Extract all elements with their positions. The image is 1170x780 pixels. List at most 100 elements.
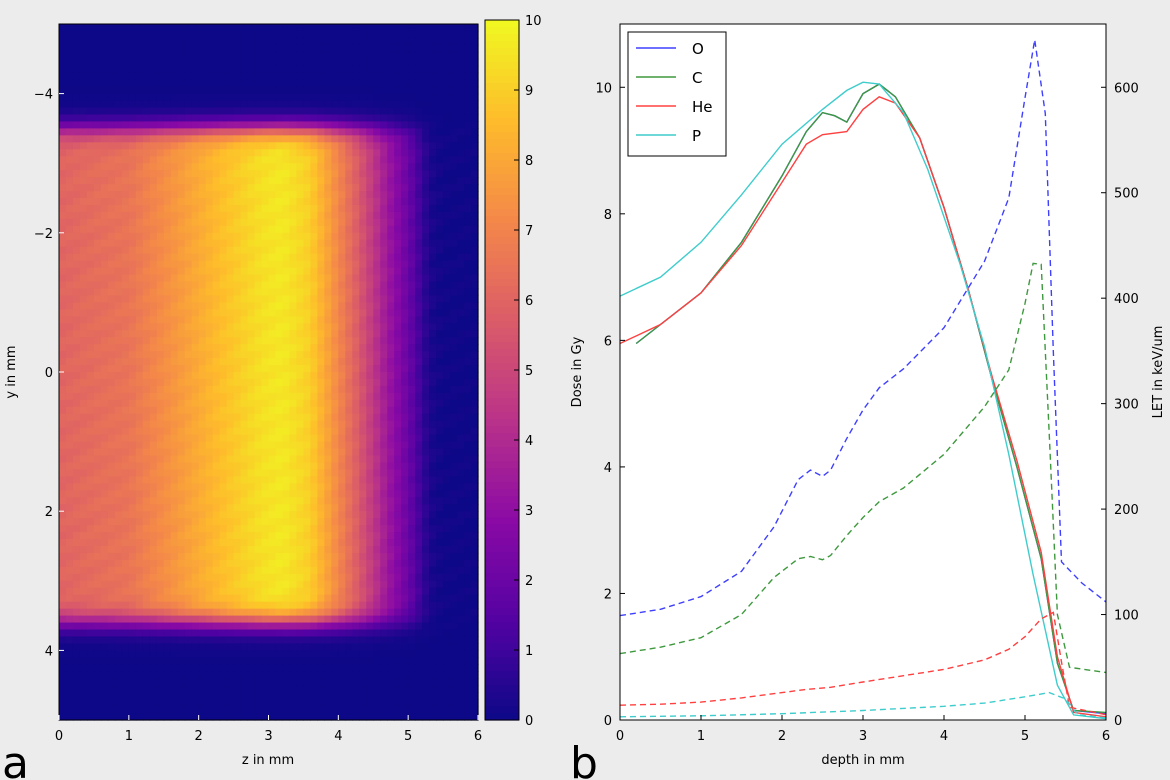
heatmap-cell — [352, 121, 360, 129]
heatmap-cell — [233, 511, 242, 519]
heatmap-cell — [359, 420, 367, 429]
heatmap-cell — [443, 239, 451, 248]
heatmap-cell — [163, 37, 172, 46]
heatmap-cell — [464, 372, 472, 380]
heatmap-cell — [149, 323, 158, 331]
heatmap-cell — [457, 441, 465, 450]
heatmap-cell — [289, 37, 298, 46]
heatmap-cell — [408, 204, 416, 213]
heatmap-cell — [408, 142, 416, 150]
heatmap-cell — [457, 121, 465, 129]
heatmap-cell — [184, 121, 193, 129]
heatmap-cell — [401, 483, 409, 491]
heatmap-cell — [212, 504, 221, 512]
heatmap-cell — [184, 358, 193, 366]
heatmap-cell — [457, 330, 465, 338]
heatmap-cell — [324, 218, 332, 227]
heatmap-cell — [415, 86, 423, 95]
heatmap-cell — [72, 413, 81, 422]
heatmap-cell — [254, 253, 263, 262]
heatmap-cell — [394, 344, 402, 352]
heatmap-cell — [387, 184, 395, 192]
heatmap-cell — [149, 156, 158, 164]
heatmap-cell — [59, 100, 67, 109]
heatmap-cell — [289, 260, 298, 269]
heatmap-cell — [128, 260, 137, 269]
heatmap-cell — [387, 204, 395, 213]
heatmap-cell — [79, 253, 88, 262]
heatmap-cell — [191, 232, 200, 241]
heatmap-cell — [366, 372, 374, 380]
heatmap-cell — [142, 476, 151, 484]
heatmap-cell — [373, 100, 381, 109]
heatmap-cell — [226, 337, 235, 345]
heatmap-cell — [219, 281, 228, 290]
heatmap-cell — [366, 594, 374, 603]
heatmap-cell — [366, 44, 374, 53]
heatmap-cell — [415, 246, 423, 255]
heatmap-cell — [247, 392, 256, 401]
heatmap-cell — [331, 149, 339, 157]
heatmap-cell — [149, 587, 158, 596]
heatmap-cell — [359, 107, 367, 116]
heatmap-cell — [156, 184, 165, 192]
heatmap-cell — [429, 434, 437, 443]
heatmap-cell — [282, 420, 291, 429]
heatmap-cell — [331, 420, 339, 429]
heatmap-cell — [121, 351, 130, 359]
heatmap-cell — [72, 546, 81, 554]
heatmap-cell — [464, 330, 472, 338]
heatmap-cell — [268, 323, 277, 331]
heatmap-cell — [296, 490, 305, 498]
heatmap-cell — [345, 406, 353, 415]
heatmap-cell — [401, 246, 409, 255]
heatmap-cell — [352, 156, 360, 164]
heatmap-cell — [310, 406, 318, 415]
heatmap-cell — [373, 177, 381, 185]
heatmap-cell — [100, 476, 109, 484]
heatmap-cell — [457, 260, 465, 269]
heatmap-cell — [345, 546, 353, 554]
heatmap-cell — [352, 344, 360, 352]
heatmap-cell — [471, 86, 479, 95]
heatmap-cell — [352, 372, 360, 380]
heatmap-cell — [198, 483, 207, 491]
heatmap-cell — [457, 372, 465, 380]
heatmap-cell — [275, 351, 284, 359]
heatmap-cell — [282, 448, 291, 457]
heatmap-cell — [380, 372, 388, 380]
heatmap-cell — [429, 372, 437, 380]
heatmap-cell — [450, 218, 458, 227]
heatmap-cell — [464, 79, 472, 88]
heatmap-cell — [345, 72, 353, 81]
heatmap-cell — [149, 525, 158, 533]
heatmap-cell — [338, 427, 346, 436]
heatmap-cell — [387, 24, 395, 32]
heatmap-cell — [205, 448, 214, 457]
heatmap-cell — [359, 225, 367, 234]
heatmap-cell — [268, 344, 277, 352]
heatmap-cell — [373, 573, 381, 582]
heatmap-cell — [317, 399, 325, 408]
heatmap-cell — [114, 218, 123, 227]
heatmap-cell — [422, 448, 430, 457]
heatmap-cell — [191, 580, 200, 589]
heatmap-cell — [401, 594, 409, 603]
heatmap-cell — [163, 525, 172, 533]
heatmap-cell — [408, 274, 416, 283]
heatmap-cell — [464, 51, 472, 60]
heatmap-cell — [59, 198, 67, 206]
heatmap-cell — [219, 427, 228, 436]
heatmap-cell — [128, 225, 137, 234]
heatmap-cell — [408, 455, 416, 464]
heatmap-cell — [128, 24, 137, 32]
heatmap-cell — [352, 170, 360, 178]
heatmap-cell — [429, 274, 437, 283]
heatmap-cell — [338, 211, 346, 220]
heatmap-cell — [93, 295, 102, 303]
heatmap-cell — [338, 107, 346, 116]
heatmap-cell — [331, 427, 339, 436]
heatmap-cell — [401, 337, 409, 345]
heatmap-cell — [289, 170, 298, 178]
heatmap-cell — [121, 51, 130, 60]
